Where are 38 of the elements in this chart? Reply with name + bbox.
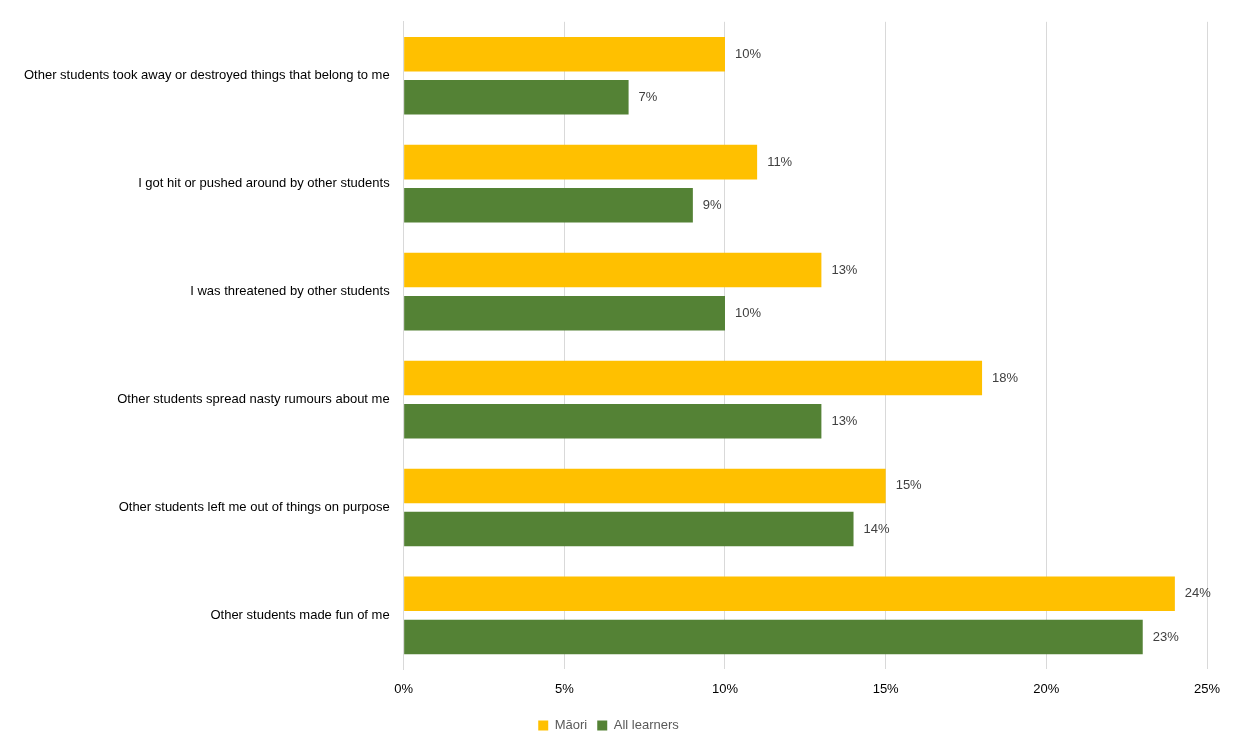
bar: [404, 360, 983, 396]
data-label: 13%: [831, 412, 858, 428]
data-label: 9%: [702, 196, 723, 212]
x-tick-label: 0%: [394, 680, 414, 696]
y-tick-label: I got hit or pushed around by other students: [138, 175, 391, 191]
y-tick-label: Other students took away or destroyed things that belong to me: [23, 67, 390, 83]
data-label: 23%: [1152, 628, 1180, 644]
x-tick-label: 10%: [711, 680, 739, 696]
y-tick-label: Other students left me out of things on purpose: [118, 499, 390, 515]
x-tick-label: 25%: [1193, 680, 1221, 696]
data-label: 15%: [895, 477, 923, 493]
legend-label: Māori: [554, 717, 588, 733]
bar: [404, 144, 758, 180]
legend-label: All learners: [613, 717, 680, 733]
data-label: 11%: [767, 153, 793, 169]
bar: [404, 468, 886, 504]
data-label: 18%: [992, 369, 1019, 385]
bar: [404, 252, 822, 288]
data-label: 7%: [638, 88, 658, 104]
bar: [404, 188, 693, 223]
bar: [404, 36, 725, 72]
y-tick-label: Other students spread nasty rumours about me: [117, 391, 390, 407]
bar: [404, 80, 629, 115]
data-label: 24%: [1184, 585, 1212, 601]
x-tick-label: 20%: [1033, 680, 1060, 696]
data-label: 13%: [831, 261, 858, 277]
bar: [404, 511, 854, 547]
data-label: 14%: [863, 520, 890, 536]
bar: [404, 576, 1175, 612]
x-tick-label: 15%: [872, 680, 900, 696]
y-tick-label: Other students made fun of me: [210, 607, 390, 623]
x-tick-label: 5%: [554, 680, 575, 696]
bar: [404, 619, 1143, 655]
y-tick-label: I was threatened by other students: [190, 283, 391, 299]
data-label: 10%: [734, 304, 762, 320]
bar: [404, 295, 725, 331]
bar: [404, 403, 822, 439]
data-label: 10%: [734, 45, 762, 61]
